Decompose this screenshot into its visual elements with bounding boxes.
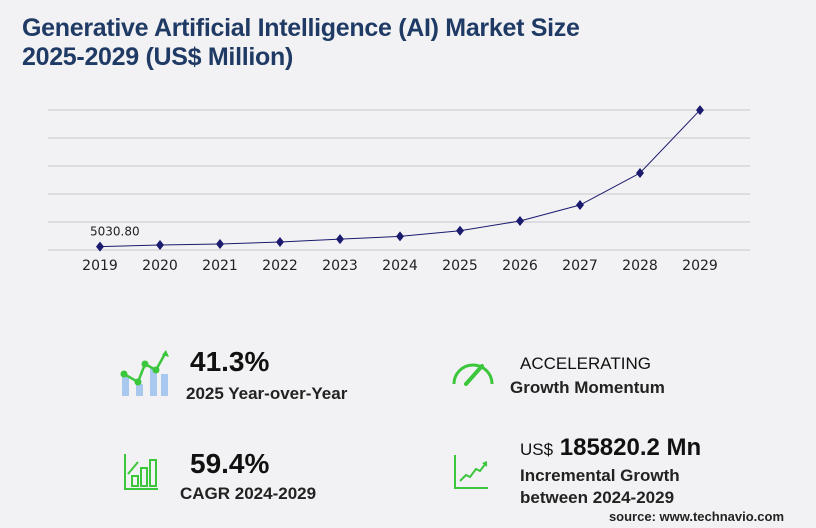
x-tick-label: 2020 [142,258,178,274]
incremental-label-1: Incremental Growth [520,466,680,485]
data-point [216,239,224,250]
x-tick-label: 2021 [202,258,238,274]
x-tick-label: 2027 [562,258,598,274]
x-tick-label: 2026 [502,258,538,274]
data-point [456,225,464,236]
speedometer-icon [452,363,494,386]
data-point [96,241,104,252]
data-point [336,234,344,245]
momentum-value: ACCELERATING [520,354,651,373]
chart-title: Generative Artificial Intelligence (AI) … [22,14,580,72]
growth-chart-icon [120,350,169,396]
bar-chart-up-icon [124,454,158,490]
currency-prefix: US$ [520,440,554,459]
data-label: 5030.80 [90,225,140,239]
x-tick-label: 2022 [262,258,298,274]
incremental-amount: 185820.2 Mn [559,434,702,461]
data-point [636,168,644,178]
x-tick-label: 2023 [322,258,358,274]
title-line-2: 2025-2029 (US$ Million) [22,43,293,71]
line-chart: 2019 5030.80 2020 2021 2022 2023 2024 2025 2026 2… [48,105,750,274]
data-point [516,215,524,226]
x-tick-label: 2028 [622,258,658,274]
data-point [276,236,284,247]
yoy-label: 2025 Year-over-Year [186,384,348,403]
trend-line-icon [454,455,488,489]
data-point [396,231,404,242]
cagr-value: 59.4% [190,448,270,479]
yoy-value: 41.3% [190,346,270,377]
data-point [156,239,164,250]
incremental-label-2: between 2024-2029 [520,488,675,507]
data-point [576,200,584,211]
x-tick-label: 2025 [442,258,478,274]
data-point [696,105,704,116]
title-line-1: Generative Artificial Intelligence (AI) … [22,14,580,42]
cagr-label: CAGR 2024-2029 [180,484,317,503]
momentum-label: Growth Momentum [510,378,665,397]
x-tick-label: 2029 [682,258,718,274]
source-note: source: www.technavio.com [608,509,784,524]
series-line [99,109,701,248]
x-tick-label: 2024 [382,258,418,274]
incremental-growth-value: US$ 185820.2 Mn [520,434,701,462]
x-tick-label: 2019 [82,258,118,274]
